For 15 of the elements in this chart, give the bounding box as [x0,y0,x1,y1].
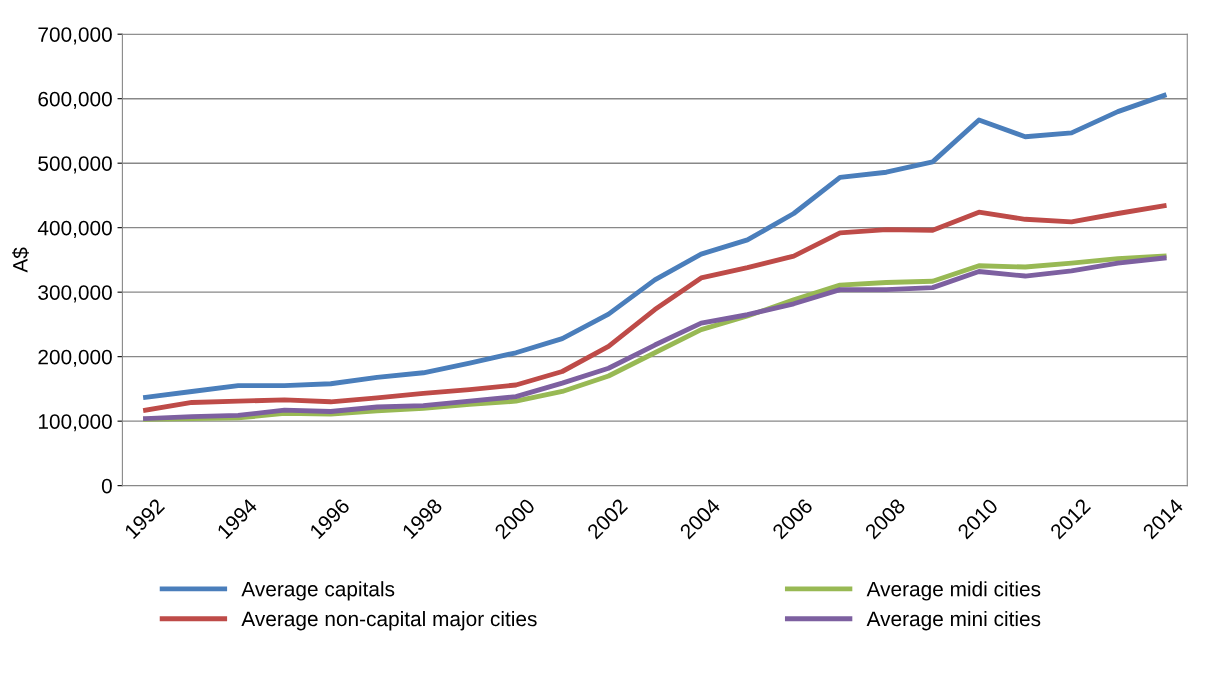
legend-label: Average non-capital major cities [241,610,537,631]
line-series [143,93,1167,400]
y-tick-label: 300,000 [38,285,112,303]
y-tick-label: 200,000 [38,349,112,367]
y-tick-label: 500,000 [38,156,112,174]
line-series [143,203,1167,413]
y-tick-label: 100,000 [38,414,112,432]
legend-label: Average mini cities [866,610,1041,631]
legend-label: Average capitals [241,581,395,601]
y-tick-label: 0 [101,478,112,494]
legend-label: Average midi cities [866,581,1041,601]
y-tick-label: 400,000 [37,220,112,238]
y-tick-label: 700,000 [38,27,112,45]
y-axis-title: A$ [12,247,29,273]
y-tick-label: 600,000 [38,91,112,109]
